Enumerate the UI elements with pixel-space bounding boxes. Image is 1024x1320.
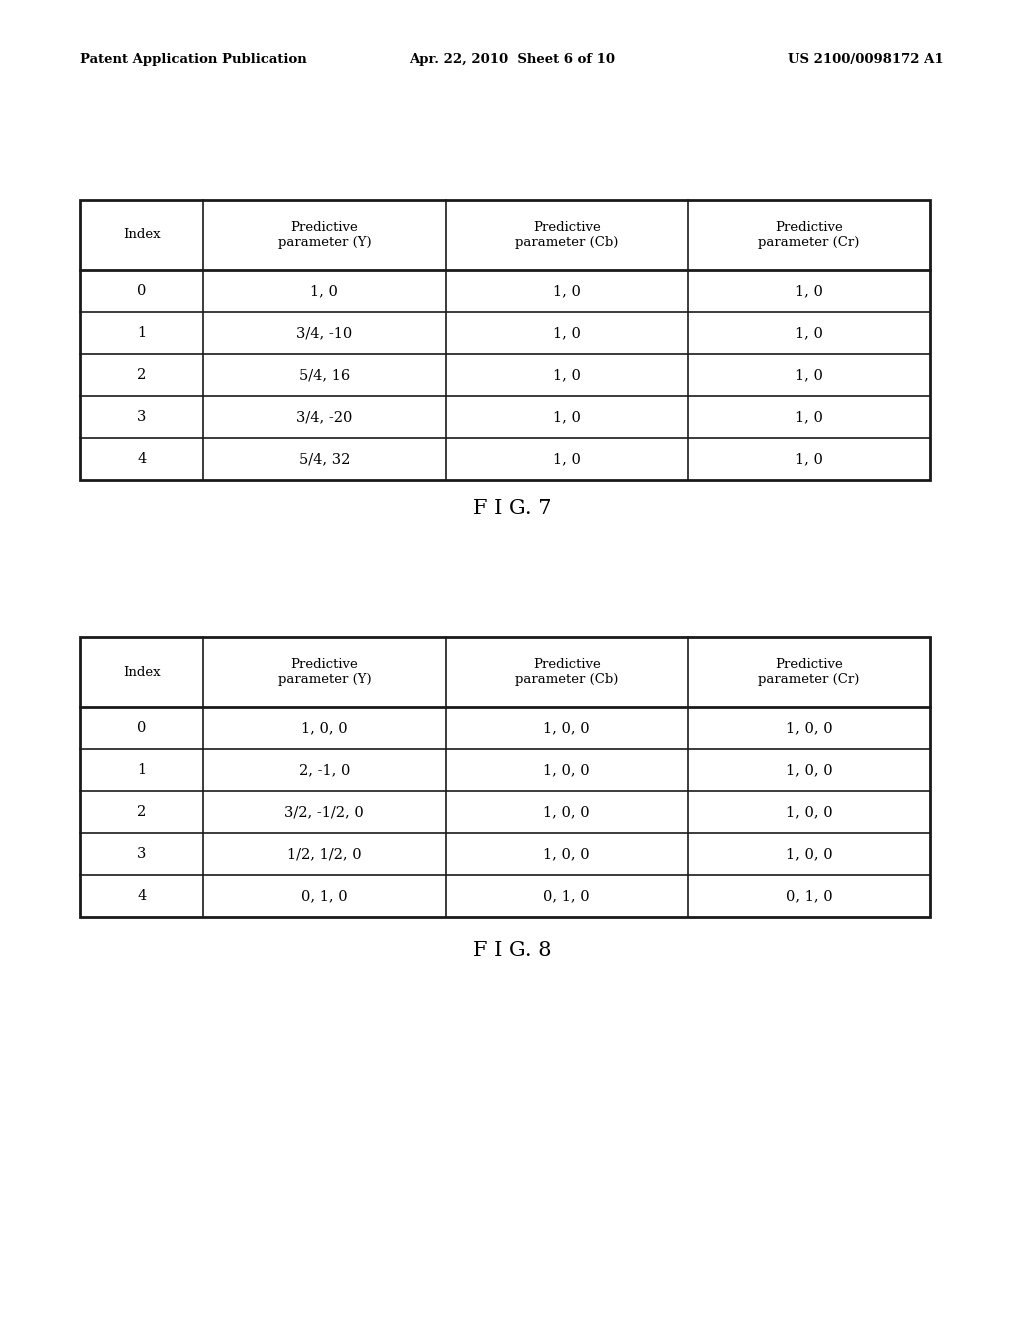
Text: 1, 0: 1, 0 (553, 326, 581, 341)
Text: 4: 4 (137, 888, 146, 903)
Text: 1, 0, 0: 1, 0, 0 (785, 721, 833, 735)
Text: 1, 0, 0: 1, 0, 0 (785, 847, 833, 861)
Text: 1, 0: 1, 0 (553, 368, 581, 381)
Text: 3/4, -10: 3/4, -10 (296, 326, 352, 341)
Text: 1, 0, 0: 1, 0, 0 (785, 805, 833, 818)
Text: 2: 2 (137, 368, 146, 381)
Text: 3/2, -1/2, 0: 3/2, -1/2, 0 (285, 805, 365, 818)
Text: 5/4, 16: 5/4, 16 (299, 368, 350, 381)
Text: 1, 0, 0: 1, 0, 0 (544, 847, 590, 861)
Text: 2: 2 (137, 805, 146, 818)
Text: 3: 3 (137, 411, 146, 424)
Text: F I G. 7: F I G. 7 (473, 499, 551, 517)
Text: Predictive
parameter (Cr): Predictive parameter (Cr) (758, 657, 859, 686)
Text: 2, -1, 0: 2, -1, 0 (299, 763, 350, 777)
Text: 1, 0: 1, 0 (553, 411, 581, 424)
Text: 1/2, 1/2, 0: 1/2, 1/2, 0 (287, 847, 361, 861)
Text: 0, 1, 0: 0, 1, 0 (301, 888, 348, 903)
Text: 1: 1 (137, 763, 146, 777)
Text: 3/4, -20: 3/4, -20 (296, 411, 352, 424)
Text: 1, 0, 0: 1, 0, 0 (785, 763, 833, 777)
Text: Predictive
parameter (Y): Predictive parameter (Y) (278, 657, 371, 686)
Text: 1, 0: 1, 0 (795, 284, 823, 298)
Text: 1, 0: 1, 0 (310, 284, 338, 298)
Text: 0: 0 (137, 284, 146, 298)
Text: 1, 0: 1, 0 (795, 451, 823, 466)
Text: US 2100/0098172 A1: US 2100/0098172 A1 (788, 54, 944, 66)
Text: 1, 0: 1, 0 (553, 284, 581, 298)
Text: 0, 1, 0: 0, 1, 0 (544, 888, 590, 903)
Bar (80, 638, 930, 917)
Text: 1, 0: 1, 0 (795, 326, 823, 341)
Text: 1, 0, 0: 1, 0, 0 (544, 805, 590, 818)
Text: 5/4, 32: 5/4, 32 (299, 451, 350, 466)
Text: 1, 0, 0: 1, 0, 0 (544, 721, 590, 735)
Text: 1: 1 (137, 326, 146, 341)
Text: Index: Index (123, 665, 161, 678)
Text: Predictive
parameter (Cb): Predictive parameter (Cb) (515, 657, 618, 686)
Text: Predictive
parameter (Cr): Predictive parameter (Cr) (758, 220, 859, 249)
Text: Predictive
parameter (Y): Predictive parameter (Y) (278, 220, 371, 249)
Bar (80, 201, 930, 480)
Text: 1, 0: 1, 0 (795, 368, 823, 381)
Text: F I G. 8: F I G. 8 (473, 940, 551, 960)
Text: Predictive
parameter (Cb): Predictive parameter (Cb) (515, 220, 618, 249)
Text: 1, 0, 0: 1, 0, 0 (301, 721, 348, 735)
Text: Patent Application Publication: Patent Application Publication (80, 54, 307, 66)
Text: 3: 3 (137, 847, 146, 861)
Text: 1, 0: 1, 0 (795, 411, 823, 424)
Text: 1, 0: 1, 0 (553, 451, 581, 466)
Text: 0, 1, 0: 0, 1, 0 (785, 888, 833, 903)
Text: 4: 4 (137, 451, 146, 466)
Text: 0: 0 (137, 721, 146, 735)
Text: Apr. 22, 2010  Sheet 6 of 10: Apr. 22, 2010 Sheet 6 of 10 (409, 54, 615, 66)
Text: Index: Index (123, 228, 161, 242)
Text: 1, 0, 0: 1, 0, 0 (544, 763, 590, 777)
